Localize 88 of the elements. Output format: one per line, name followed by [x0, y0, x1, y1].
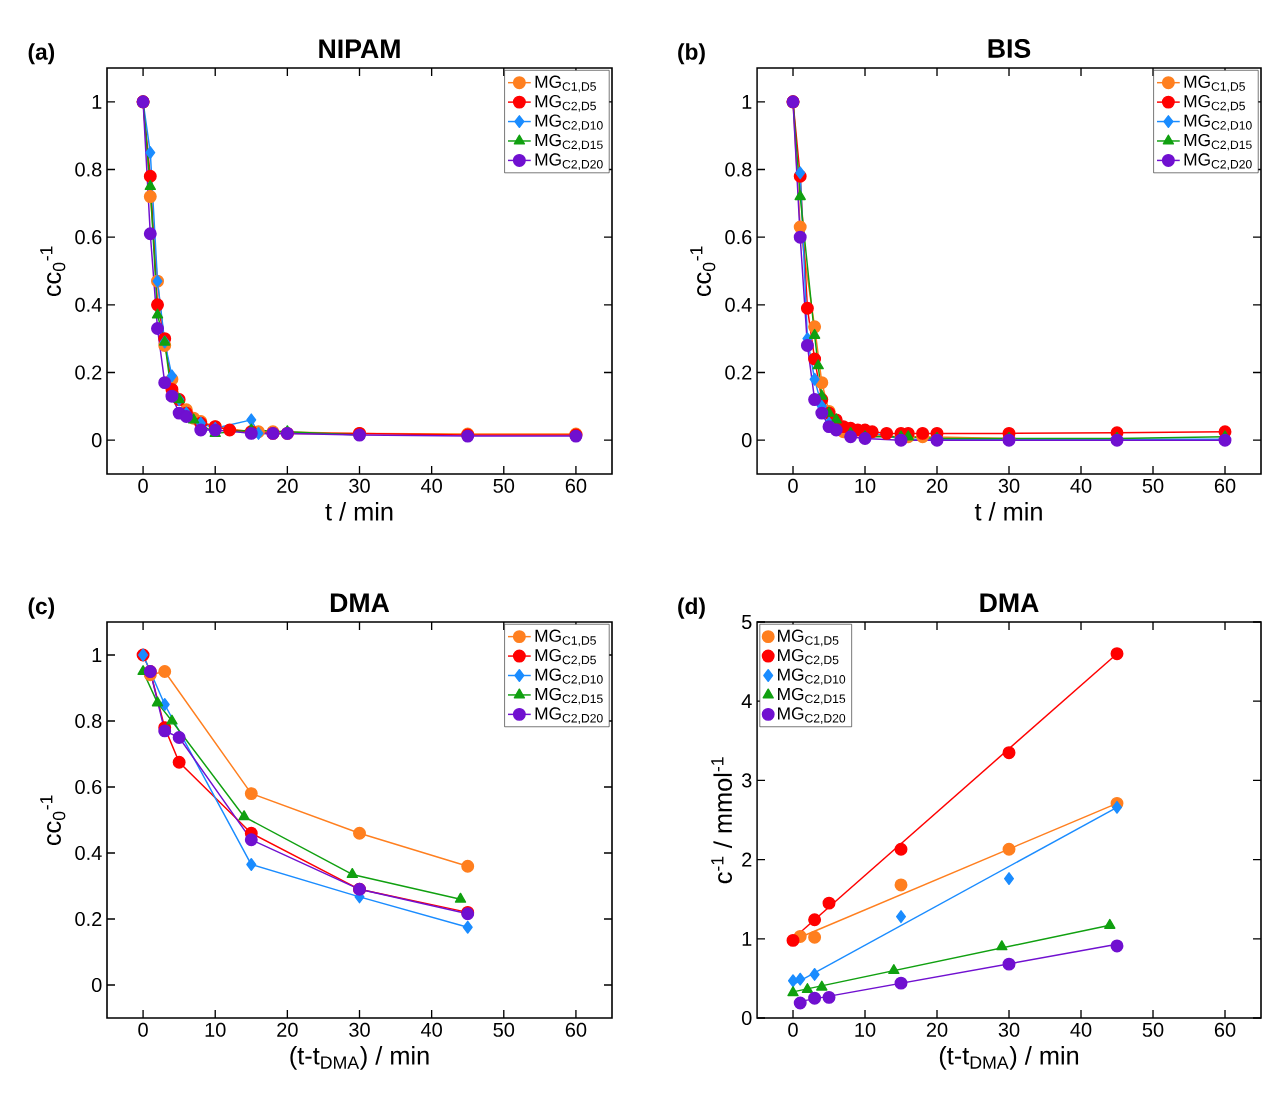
x-tick-label: 40 [420, 1022, 442, 1037]
legend-label: MG$_{C2,D15}$ [778, 687, 846, 705]
x-tick-label: 50 [1142, 478, 1164, 493]
chart-title: DMA [980, 593, 1039, 612]
x-tick-label: 60 [565, 478, 587, 493]
x-tick-label: 0 [138, 1022, 148, 1037]
y-tick-label: 3 [741, 773, 752, 788]
x-axis-title: t / min [974, 502, 1042, 521]
y-tick-label: 0 [741, 433, 752, 448]
y-tick-label: 0.6 [75, 230, 102, 245]
x-tick-label: 60 [1214, 478, 1236, 493]
x-tick-label: 40 [1070, 478, 1092, 493]
x-tick-label: 20 [926, 1022, 948, 1037]
y-tick-label: 0.4 [725, 297, 752, 312]
legend-label: MG$_{C2,D5}$ [778, 649, 839, 666]
y-tick-label: 0.4 [75, 845, 102, 861]
y-tick-label: 0.2 [725, 365, 752, 380]
legend-label: MG$_{C1,D5}$ [778, 629, 839, 647]
legend-label: MG$_{C2,D10}$ [778, 668, 846, 686]
x-tick-label: 50 [1142, 1022, 1164, 1037]
y-tick-label: 0.2 [75, 911, 102, 927]
y-axis-title: cc$_{0}$-1 [40, 795, 66, 846]
legend-label: MG$_{C1,D5}$ [1184, 75, 1245, 93]
chart-title: NIPAM [319, 39, 400, 58]
text: (c) [28, 597, 55, 619]
legend-label: MG$_{C2,D20}$ [1184, 153, 1252, 170]
x-axis-title: (t-t$_{DMA}$) / min [939, 1046, 1079, 1070]
y-axis-title: c$^{-1}$ / mmol$^{-1}$ [711, 757, 733, 884]
legend-label: MG$_{C2,D15}$ [1184, 133, 1252, 151]
y-tick-label: 1 [742, 931, 752, 946]
legend-label: MG$_{C2,D20}$ [535, 707, 603, 724]
y-tick-label: 0.8 [75, 162, 102, 177]
x-tick-label: 20 [277, 1022, 298, 1037]
text: (d) [678, 597, 705, 619]
x-tick-label: 0 [788, 478, 798, 493]
x-tick-label: 30 [998, 1022, 1020, 1037]
x-tick-label: 50 [493, 478, 515, 493]
y-tick-label: 5 [741, 615, 752, 629]
legend-label: MG$_{C2,D10}$ [1184, 114, 1252, 132]
y-tick-label: 0.6 [75, 779, 102, 795]
legend-label: MG$_{C2,D10}$ [535, 668, 603, 686]
legend-label: MG$_{C1,D5}$ [535, 629, 596, 647]
y-tick-label: 0 [91, 433, 102, 448]
x-tick-label: 50 [493, 1022, 515, 1037]
legend-label: MG$_{C2,D10}$ [535, 114, 603, 132]
x-tick-label: 30 [349, 478, 370, 493]
legend-label: MG$_{C2,D20}$ [535, 153, 603, 170]
text: (b) [678, 43, 705, 65]
legend-label: MG$_{C1,D5}$ [535, 75, 596, 93]
y-tick-label: 4 [741, 694, 752, 709]
x-tick-label: 10 [855, 478, 876, 493]
x-tick-label: 10 [205, 1022, 226, 1037]
x-tick-label: 60 [1214, 1022, 1236, 1037]
x-tick-label: 30 [998, 478, 1020, 493]
legend-label: MG$_{C2,D20}$ [778, 707, 846, 724]
y-axis-title: cc$_{0}$-1 [690, 246, 716, 297]
y-tick-label: 1 [92, 648, 102, 662]
x-axis-title: (t-t$_{DMA}$) / min [290, 1046, 429, 1070]
y-tick-label: 0 [91, 977, 102, 993]
legend-label: MG$_{C2,D15}$ [535, 687, 603, 705]
x-tick-label: 10 [855, 1022, 876, 1037]
y-tick-label: 1 [92, 94, 102, 109]
x-tick-label: 40 [1070, 1022, 1092, 1037]
chart-title: BIS [988, 39, 1031, 58]
y-tick-label: 0 [741, 1010, 752, 1026]
x-tick-label: 40 [420, 478, 442, 493]
x-tick-label: 20 [926, 478, 948, 493]
x-tick-label: 30 [349, 1022, 370, 1037]
y-tick-label: 0.8 [725, 162, 752, 177]
legend-label: MG$_{C2,D15}$ [535, 133, 603, 151]
text: (a) [28, 43, 55, 65]
legend-label: MG$_{C2,D5}$ [535, 95, 596, 112]
y-tick-label: 0.8 [75, 713, 102, 729]
x-tick-label: 10 [205, 478, 226, 493]
x-tick-label: 60 [565, 1022, 587, 1037]
y-tick-label: 0.2 [75, 365, 102, 380]
chart-title: DMA [330, 593, 390, 612]
x-axis-title: t / min [325, 502, 393, 521]
y-tick-label: 1 [742, 94, 752, 109]
legend-label: MG$_{C2,D5}$ [1184, 95, 1245, 112]
legend-label: MG$_{C2,D5}$ [535, 649, 596, 666]
x-tick-label: 20 [277, 478, 298, 493]
y-tick-label: 0.4 [75, 297, 102, 312]
x-tick-label: 0 [788, 1022, 798, 1037]
y-axis-title: cc$_{0}$-1 [40, 246, 66, 297]
y-tick-label: 2 [742, 852, 752, 867]
x-tick-label: 0 [138, 478, 148, 493]
y-tick-label: 0.6 [725, 230, 752, 245]
